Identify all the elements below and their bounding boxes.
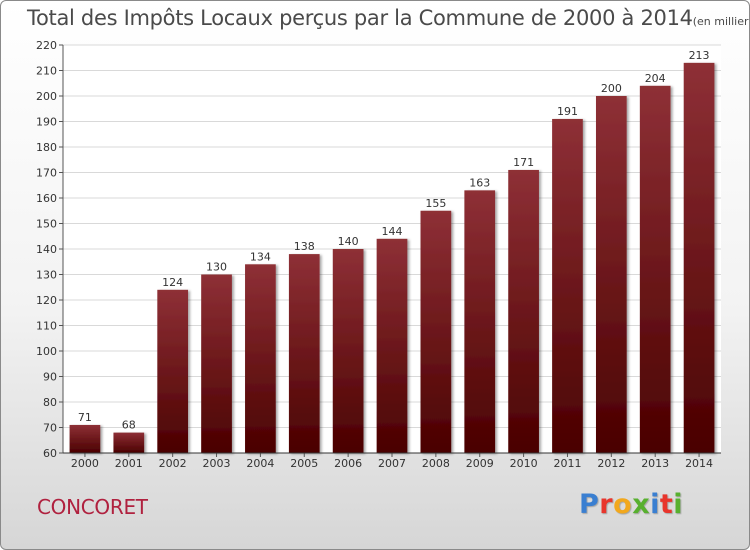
data-label-2001: 68	[122, 419, 136, 432]
data-label-2014: 213	[689, 49, 710, 62]
data-label-2013: 204	[645, 72, 666, 85]
bar-2010	[508, 169, 539, 453]
bar-2009	[464, 190, 496, 453]
y-tick-label-160: 160	[36, 192, 57, 205]
proxiti-logo: Proxiti	[579, 489, 683, 520]
x-tick-label-2013: 2013	[641, 457, 669, 470]
y-axis: 60 70 80 90 100 110 120 130 140 150 160 170 180 190 20…	[36, 39, 64, 460]
data-label-2011: 191	[557, 105, 578, 118]
data-label-2005: 138	[294, 240, 315, 253]
y-tick-label-70: 70	[43, 422, 57, 435]
y-tick-label-170: 170	[36, 167, 57, 180]
bar-2000	[69, 424, 101, 453]
x-tick-label-2012: 2012	[597, 457, 625, 470]
y-tick-label-140: 140	[36, 243, 57, 256]
logo-letter: r	[599, 489, 614, 520]
y-tick-label-200: 200	[36, 90, 57, 103]
y-tick-label-220: 220	[36, 39, 57, 52]
data-label-2000: 71	[78, 411, 92, 424]
x-tick-label-2009: 2009	[466, 457, 494, 470]
data-label-2010: 171	[513, 156, 534, 169]
data-label-2008: 155	[425, 197, 446, 210]
x-tick-label-2011: 2011	[553, 457, 581, 470]
x-tick-label-2004: 2004	[246, 457, 274, 470]
bar-2012	[595, 96, 627, 453]
y-tick-label-190: 190	[36, 116, 57, 129]
logo-letter: x	[632, 489, 651, 520]
bar-2004	[245, 264, 276, 453]
data-label-2009: 163	[469, 176, 490, 189]
data-label-2007: 144	[382, 225, 403, 238]
chart-title-main: Total des Impôts Locaux perçus par la Co…	[27, 6, 693, 30]
bar-2005	[288, 254, 320, 453]
x-tick-label-2008: 2008	[422, 457, 450, 470]
x-tick-label-2007: 2007	[378, 457, 406, 470]
x-tick-label-2010: 2010	[510, 457, 538, 470]
x-axis: 2000 2001 2002 2003 2004 2005 2006 2007 2008 2009…	[71, 453, 713, 470]
bar-2008	[420, 210, 452, 453]
bars: 71 68 124 130 134 138 140 144 155 163 171 191 200 204…	[69, 49, 715, 454]
data-label-2012: 200	[601, 82, 622, 95]
y-tick-label-130: 130	[36, 269, 57, 282]
x-tick-label-2006: 2006	[334, 457, 362, 470]
x-tick-label-2001: 2001	[115, 457, 143, 470]
logo-letter: i	[650, 489, 660, 520]
logo-letter: P	[579, 489, 600, 520]
logo-letter: i	[673, 489, 684, 520]
y-tick-label-210: 210	[36, 65, 57, 78]
y-tick-label-120: 120	[36, 294, 57, 307]
x-tick-label-2000: 2000	[71, 457, 99, 470]
bar-2002	[157, 289, 189, 453]
data-label-2004: 134	[250, 250, 271, 263]
bar-2007	[376, 238, 408, 453]
data-label-2003: 130	[206, 261, 227, 274]
y-tick-label-180: 180	[36, 141, 57, 154]
y-tick-label-60: 60	[43, 447, 57, 460]
chart-subtitle: (en milliers d'€)	[692, 15, 749, 28]
y-tick-label-80: 80	[43, 396, 57, 409]
y-tick-label-150: 150	[36, 218, 57, 231]
data-label-2006: 140	[338, 235, 359, 248]
commune-name: CONCORET	[37, 495, 148, 519]
bar-2011	[552, 118, 583, 453]
x-tick-label-2014: 2014	[685, 457, 713, 470]
x-tick-label-2002: 2002	[159, 457, 187, 470]
bar-2001	[113, 432, 145, 453]
logo-letter: t	[659, 489, 674, 520]
bar-2006	[332, 249, 364, 453]
x-tick-label-2005: 2005	[290, 457, 318, 470]
data-label-2002: 124	[162, 276, 183, 289]
x-tick-label-2003: 2003	[203, 457, 231, 470]
y-tick-label-100: 100	[36, 345, 57, 358]
y-tick-label-110: 110	[36, 320, 57, 333]
bar-2013	[639, 85, 671, 454]
bar-2003	[201, 274, 232, 453]
chart-title: Total des Impôts Locaux perçus par la Co…	[27, 6, 749, 30]
logo-letter: o	[613, 489, 633, 520]
y-tick-label-90: 90	[43, 371, 57, 384]
bar-2014	[683, 62, 715, 453]
